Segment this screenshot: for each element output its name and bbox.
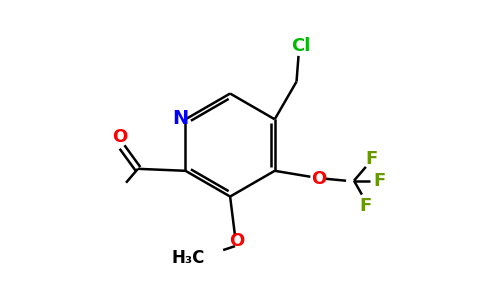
Text: N: N: [172, 109, 189, 128]
Text: H₃C: H₃C: [172, 249, 205, 267]
Text: Cl: Cl: [291, 37, 310, 55]
Text: F: F: [374, 172, 386, 190]
Text: F: F: [360, 197, 372, 215]
Text: O: O: [311, 170, 326, 188]
Text: O: O: [112, 128, 128, 146]
Text: O: O: [229, 232, 245, 250]
Text: F: F: [366, 150, 378, 168]
